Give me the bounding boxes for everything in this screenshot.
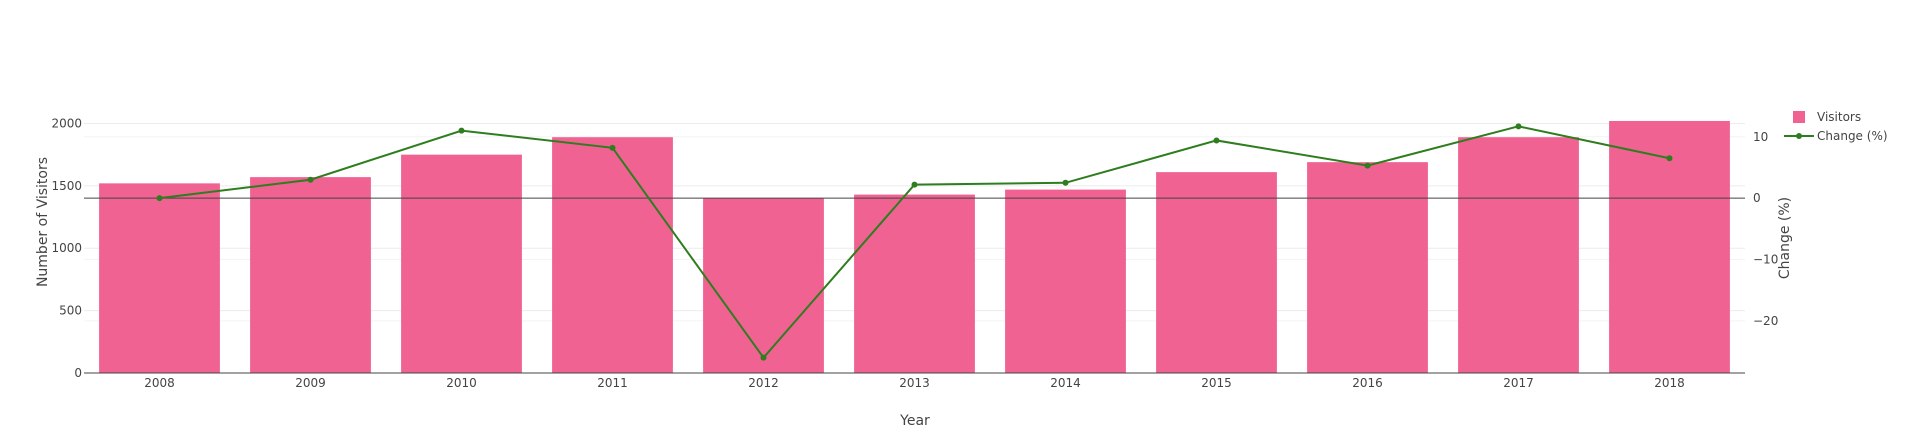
- bar-layer: [99, 120, 1730, 373]
- axis-layer: 0 500 1000 1500 2000 −20 −10 0 10 2008 2009 2010 201…: [51, 116, 1778, 390]
- bar-visitors[interactable]: [1005, 189, 1126, 373]
- bar-visitors[interactable]: [99, 183, 220, 373]
- x-tick-label: 2009: [295, 376, 326, 390]
- label-layer: Year Number of Visitors Change (%): [35, 157, 1793, 429]
- legend-swatch-visitors: [1793, 111, 1805, 123]
- bar-visitors[interactable]: [1307, 162, 1428, 373]
- y-tick-label: 500: [59, 304, 82, 318]
- x-tick-label: 2011: [597, 376, 628, 390]
- y2-tick-label: −20: [1753, 314, 1778, 328]
- y-tick-label: 1000: [51, 241, 82, 255]
- legend-swatch-change-marker: [1796, 133, 1802, 139]
- x-tick-label: 2012: [748, 376, 779, 390]
- x-tick-label: 2014: [1050, 376, 1081, 390]
- y-axis-title: Number of Visitors: [35, 157, 51, 287]
- point-change[interactable]: [1364, 162, 1371, 169]
- x-tick-label: 2013: [899, 376, 930, 390]
- point-change[interactable]: [307, 176, 314, 183]
- x-axis-title: Year: [899, 413, 930, 429]
- y2-axis-title: Change (%): [1777, 197, 1793, 279]
- bar-visitors[interactable]: [854, 194, 975, 373]
- point-change[interactable]: [156, 195, 163, 202]
- point-change[interactable]: [1515, 123, 1522, 130]
- bar-visitors[interactable]: [401, 154, 522, 373]
- bar-visitors[interactable]: [552, 137, 673, 373]
- point-change[interactable]: [458, 127, 465, 134]
- bar-visitors[interactable]: [1458, 137, 1579, 373]
- legend-label-visitors: Visitors: [1817, 110, 1861, 124]
- y-tick-label: 2000: [51, 116, 82, 130]
- y-tick-label: 0: [74, 366, 82, 380]
- point-change[interactable]: [760, 354, 767, 361]
- legend[interactable]: Visitors Change (%): [1784, 110, 1888, 143]
- bar-visitors[interactable]: [703, 198, 824, 373]
- point-change[interactable]: [1666, 155, 1673, 162]
- bar-visitors[interactable]: [1609, 120, 1730, 373]
- bar-visitors[interactable]: [1156, 172, 1277, 373]
- x-tick-label: 2016: [1352, 376, 1383, 390]
- point-change[interactable]: [1213, 137, 1220, 144]
- y2-tick-label: 0: [1753, 191, 1761, 205]
- point-change[interactable]: [1062, 179, 1069, 186]
- legend-label-change: Change (%): [1817, 129, 1888, 143]
- y2-tick-label: −10: [1753, 252, 1778, 266]
- line-layer: [156, 123, 1673, 361]
- x-tick-label: 2010: [446, 376, 477, 390]
- y2-tick-label: 10: [1753, 130, 1768, 144]
- x-tick-label: 2017: [1503, 376, 1534, 390]
- x-tick-label: 2008: [144, 376, 175, 390]
- point-change[interactable]: [911, 181, 918, 188]
- point-change[interactable]: [609, 144, 616, 151]
- x-tick-label: 2015: [1201, 376, 1232, 390]
- y-tick-label: 1500: [51, 179, 82, 193]
- x-tick-label: 2018: [1654, 376, 1685, 390]
- bar-visitors[interactable]: [250, 177, 371, 373]
